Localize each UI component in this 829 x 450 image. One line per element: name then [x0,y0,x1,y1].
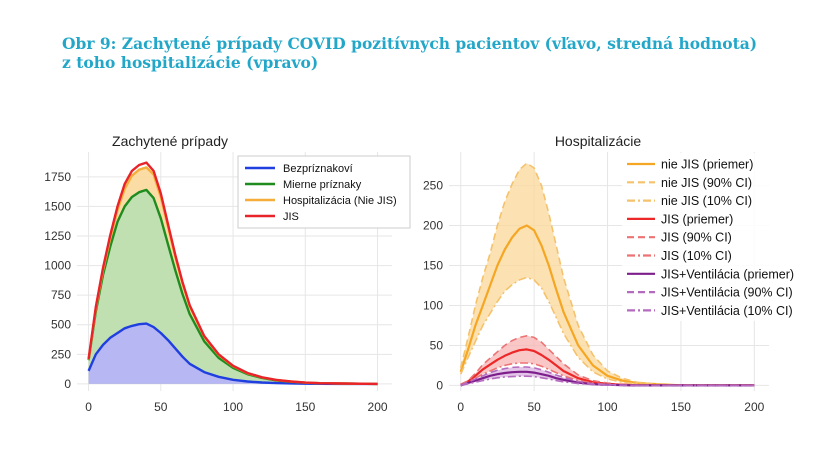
right-y-ticks: 0 50 100 150 200 250 [423,179,443,393]
left-x-ticks: 0 50 100 150 200 [85,400,388,414]
left-legend: Bezpríznakoví Mierne príznaky Hospitaliz… [237,155,411,229]
right-x-tick-150: 150 [671,400,691,414]
left-y-tick-0: 0 [64,377,71,391]
right-x-tick-100: 100 [598,400,618,414]
right-y-tick-0: 0 [436,378,443,392]
right-legend-label-1: nie JIS (90% CI) [661,176,752,190]
right-x-tick-200: 200 [744,400,764,414]
right-line-7 [460,366,755,387]
right-legend-label-2: nie JIS (10% CI) [661,194,752,208]
left-y-tick-500: 500 [51,318,71,332]
right-chart-title: Hospitalizácie [555,133,642,149]
left-y-tick-1000: 1000 [44,259,71,273]
left-line-3 [87,161,378,386]
right-ci-band-0 [460,163,755,386]
right-y-tick-100: 100 [423,298,443,312]
legend-label-hospitalizacia: Hospitalizácia (Nie JIS) [283,195,397,207]
left-x-tick-100: 100 [223,400,243,414]
right-legend: nie JIS (priemer) nie JIS (90% CI) nie JIS… [622,153,808,321]
right-legend-label-0: nie JIS (priemer) [661,158,753,172]
right-chart: 0 50 100 150 200 250 0 50 100 150 200 Hospitalizá… [423,133,808,414]
left-lines [87,161,378,386]
figure-title-line-1: Obr 9: Zachytené prípady COVID pozitívny… [62,34,758,53]
right-y-tick-50: 50 [430,338,444,352]
left-x-tick-200: 200 [368,400,388,414]
right-legend-label-4: JIS (90% CI) [661,231,732,245]
right-line-1 [459,162,755,387]
right-legend-label-3: JIS (priemer) [661,212,733,226]
left-x-tick-150: 150 [295,400,315,414]
left-chart-title: Zachytené prípady [112,133,228,149]
left-x-tick-50: 50 [154,400,168,414]
right-y-tick-200: 200 [423,219,443,233]
left-y-tick-1750: 1750 [44,170,71,184]
legend-label-jis: JIS [283,211,299,223]
right-x-tick-50: 50 [527,400,541,414]
right-x-tick-0: 0 [457,400,464,414]
left-y-tick-1250: 1250 [44,229,71,243]
right-y-tick-150: 150 [423,259,443,273]
right-y-tick-250: 250 [423,179,443,193]
left-x-tick-0: 0 [85,400,92,414]
legend-label-mierne-priznaky: Mierne príznaky [283,179,362,191]
right-legend-label-8: JIS+Ventilácia (10% CI) [661,304,793,318]
right-legend-label-5: JIS (10% CI) [661,249,732,263]
right-legend-label-7: JIS+Ventilácia (90% CI) [661,286,793,300]
left-y-tick-750: 750 [51,288,71,302]
right-legend-label-6: JIS+Ventilácia (priemer) [661,267,794,281]
legend-label-bezpriznakovi: Bezpríznakoví [283,163,353,175]
figure-title: Obr 9: Zachytené prípady COVID pozitívny… [62,34,802,72]
right-ci-band-1 [460,335,755,386]
left-area-0 [88,323,378,384]
left-y-tick-1500: 1500 [44,199,71,213]
right-x-ticks: 0 50 100 150 200 [457,400,764,414]
left-y-tick-250: 250 [51,347,71,361]
left-line-0 [87,322,378,386]
left-y-ticks: 0 250 500 750 1000 1250 1500 1750 [44,170,71,391]
right-lines [459,162,755,387]
figure-title-line-2: z toho hospitalizácie (vpravo) [62,53,319,72]
right-line-8 [460,375,755,387]
